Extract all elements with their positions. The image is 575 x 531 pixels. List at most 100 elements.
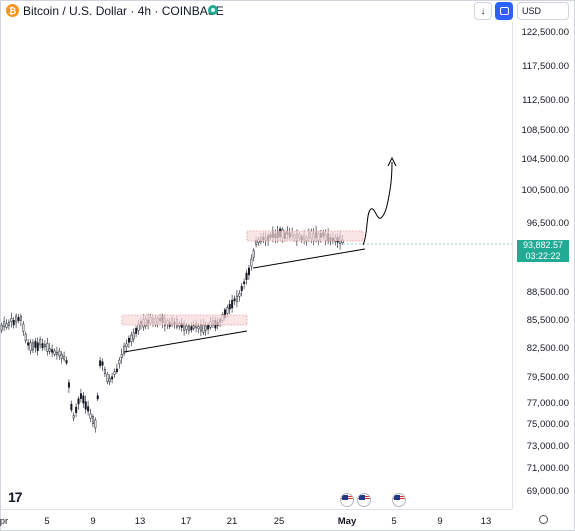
candle <box>125 343 128 347</box>
projection-path[interactable] <box>362 161 393 246</box>
candle <box>231 300 234 309</box>
chart-header: ₿ Bitcoin / U.S. Dollar · 4h · COINBASE … <box>0 0 575 22</box>
candle <box>22 323 25 332</box>
candle <box>233 298 236 302</box>
currency-select[interactable]: USD <box>517 2 569 20</box>
candle <box>12 320 15 326</box>
price-tick: 117,500.00 <box>522 61 569 72</box>
candle <box>238 293 241 297</box>
candle <box>243 281 246 285</box>
candle <box>190 326 193 331</box>
candle <box>51 349 54 353</box>
candle <box>5 323 8 328</box>
candle <box>252 250 255 258</box>
fullscreen-icon[interactable] <box>495 2 513 20</box>
range-zone-lower[interactable] <box>121 314 248 326</box>
candle <box>19 315 22 321</box>
time-axis[interactable]: pr 5 9 13 17 21 25 May 5 9 13 <box>0 509 512 531</box>
price-tick: 77,000.00 <box>526 398 569 409</box>
candle <box>127 337 130 343</box>
candle-countdown: 03:22:22 <box>525 251 561 261</box>
chevron-down-icon[interactable]: ↓ <box>474 2 492 20</box>
candle <box>79 393 82 399</box>
candle <box>192 325 195 329</box>
candle <box>123 345 126 355</box>
candle <box>53 350 56 355</box>
candle <box>199 324 202 332</box>
market-open-status-icon <box>208 5 218 15</box>
candle <box>70 403 73 411</box>
time-tick: 5 <box>391 516 397 527</box>
candle <box>48 348 51 352</box>
time-tick: 13 <box>134 516 146 527</box>
candle <box>103 369 106 374</box>
candle <box>36 342 39 351</box>
candle <box>130 334 133 342</box>
candle <box>204 325 207 331</box>
price-tick: 71,000.00 <box>526 463 569 474</box>
candle <box>135 327 138 334</box>
candle <box>58 350 61 357</box>
symbol-title[interactable]: Bitcoin / U.S. Dollar · 4h · COINBASE <box>23 4 224 18</box>
price-tick: 96,500.00 <box>526 218 569 229</box>
range-zone-upper[interactable] <box>246 230 364 242</box>
candle <box>250 258 253 267</box>
candle <box>235 295 238 302</box>
candle <box>7 321 10 326</box>
candle <box>39 339 42 346</box>
time-tick: 17 <box>180 516 192 527</box>
price-tick: 79,500.00 <box>526 372 569 383</box>
candle <box>84 401 87 410</box>
price-axis[interactable]: 122,500.00 117,500.00 112,500.00 108,500… <box>512 22 574 509</box>
candlestick-series <box>0 225 512 433</box>
candle <box>27 342 30 346</box>
candle <box>67 382 70 388</box>
candle <box>101 361 104 366</box>
candle <box>17 317 20 322</box>
candle <box>29 342 32 351</box>
candle <box>91 416 94 424</box>
trendline-upper[interactable] <box>252 248 366 269</box>
candle <box>202 324 205 333</box>
tradingview-logo-icon[interactable]: 17 <box>8 489 23 505</box>
price-chart[interactable] <box>0 22 512 509</box>
candle <box>46 343 49 352</box>
candle <box>94 419 97 429</box>
candle <box>72 415 75 419</box>
candle <box>41 343 44 349</box>
price-tick: 73,000.00 <box>526 441 569 452</box>
candle <box>228 303 231 310</box>
us-flag-icon[interactable] <box>357 493 371 507</box>
candle <box>96 395 99 400</box>
current-price-label: 93,882.57 03:22:22 <box>517 240 569 262</box>
time-tick: 5 <box>44 516 50 527</box>
candle <box>132 332 135 340</box>
candle <box>99 360 102 366</box>
candle <box>120 354 123 359</box>
price-tick: 82,500.00 <box>526 343 569 354</box>
projection-arrowhead <box>387 156 397 167</box>
trendline-lower[interactable] <box>123 330 248 353</box>
price-tick: 100,500.00 <box>521 185 569 196</box>
candle <box>240 286 243 291</box>
candle <box>111 376 114 380</box>
settings-icon[interactable] <box>539 515 548 524</box>
candle <box>207 324 210 330</box>
candle <box>3 321 6 328</box>
candle <box>77 398 80 405</box>
candle <box>197 326 200 330</box>
candle <box>31 342 34 351</box>
candle <box>185 325 188 330</box>
time-tick: pr <box>0 516 9 527</box>
candle <box>87 406 90 412</box>
us-flag-icon[interactable] <box>392 493 406 507</box>
price-tick: 122,500.00 <box>521 27 569 38</box>
us-flag-icon[interactable] <box>340 493 354 507</box>
price-tick: 69,000.00 <box>526 486 569 497</box>
time-tick: 25 <box>273 516 285 527</box>
candle <box>108 378 111 383</box>
candle <box>15 315 18 323</box>
candle <box>89 413 92 419</box>
candle <box>245 272 248 280</box>
bitcoin-logo-icon: ₿ <box>6 4 19 17</box>
